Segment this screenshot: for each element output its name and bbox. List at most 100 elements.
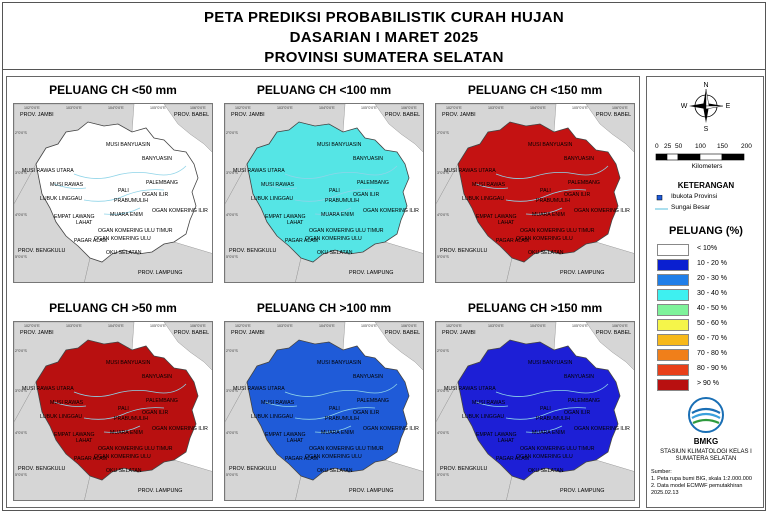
- legend-swatch: [657, 304, 689, 316]
- region-label: MUSI RAWAS: [261, 182, 295, 188]
- scale-bar-graphic: [655, 153, 745, 161]
- region-label: PAGAR ALAM: [496, 238, 529, 244]
- sumber-1: 1. Peta rupa bumi BIG, skala 1:2.000.000: [651, 476, 752, 482]
- compass-e: E: [726, 103, 731, 110]
- coord-longitude: 104°0'0"E: [319, 106, 335, 110]
- river: [475, 401, 509, 407]
- keterangan-ibukota: Ibukota Provinsi: [655, 193, 763, 203]
- peluang-title: PELUANG (%): [669, 225, 743, 237]
- region-label: PROV. BABEL: [385, 330, 420, 336]
- region-label: LUBUK LINGGAU: [40, 196, 82, 202]
- coord-longitude: 105°0'0"E: [150, 106, 166, 110]
- legend-swatch: [657, 319, 689, 331]
- region-label: OGAN ILIR: [142, 192, 168, 198]
- region-label: PROV. BABEL: [174, 330, 209, 336]
- region-label: BANYUASIN: [142, 156, 172, 162]
- coord-latitude: 3°0'0"S: [15, 389, 27, 393]
- legend-swatch: [657, 274, 689, 286]
- legend-label: > 90 %: [697, 380, 719, 387]
- keterangan-title: KETERANGAN: [677, 181, 735, 190]
- coord-longitude: 103°0'0"E: [488, 324, 504, 328]
- region-label: MUSI RAWAS UTARA: [22, 386, 74, 392]
- coord-longitude: 106°0'0"E: [612, 324, 628, 328]
- region-label: LUBUK LINGGAU: [40, 414, 82, 420]
- river: [314, 207, 352, 215]
- region-label: PALI: [540, 188, 551, 194]
- region-label: PROV. JAMBI: [20, 330, 54, 336]
- region-label: OKU SELATAN: [528, 250, 564, 256]
- region-label: PROV. LAMPUNG: [349, 488, 393, 494]
- coord-longitude: 104°0'0"E: [319, 324, 335, 328]
- region-label: MUSI RAWAS UTARA: [233, 168, 285, 174]
- coord-longitude: 105°0'0"E: [361, 106, 377, 110]
- region-label: BANYUASIN: [353, 374, 383, 380]
- coord-longitude: 106°0'0"E: [401, 324, 417, 328]
- region-label: BANYUASIN: [353, 156, 383, 162]
- region-label: PAGAR ALAM: [496, 456, 529, 462]
- coord-longitude: 103°0'0"E: [277, 106, 293, 110]
- legend-swatch: [657, 334, 689, 346]
- panel-ch-gt-100: PELUANG CH >100 mm 102°0'0"E 103°0'0"E 104…: [220, 297, 428, 505]
- region-label: OKU SELATAN: [317, 468, 353, 474]
- coord-longitude: 102°0'0"E: [24, 324, 40, 328]
- compass-w: W: [681, 103, 688, 110]
- region-label: PROV. BENGKULU: [18, 248, 66, 254]
- title-line-2: DASARIAN I MARET 2025: [289, 29, 479, 46]
- panel-map: 102°0'0"E 103°0'0"E 104°0'0"E 105°0'0"E 106°…: [224, 321, 424, 501]
- compass-s: S: [704, 126, 709, 131]
- province-map: 102°0'0"E 103°0'0"E 104°0'0"E 105°0'0"E 106°…: [436, 322, 634, 500]
- region-label: OKU SELATAN: [106, 250, 142, 256]
- region-label: PALI: [118, 188, 129, 194]
- region-label: MUSI BANYUASIN: [528, 360, 573, 366]
- panel-ch-gt-50: PELUANG CH >50 mm 102°0'0"E 103°0'0"E 104°…: [9, 297, 217, 505]
- region-label: PROV. JAMBI: [231, 112, 265, 118]
- region-label: LAHAT: [498, 220, 515, 226]
- region-label: PRABUMULIH: [114, 416, 148, 422]
- river: [314, 425, 352, 433]
- river: [294, 407, 376, 420]
- coord-latitude: 2°0'0"S: [15, 349, 27, 353]
- panel-title: PELUANG CH >50 mm: [49, 301, 177, 315]
- region-label: PAGAR ALAM: [285, 456, 318, 462]
- coord-latitude: 2°0'0"S: [226, 349, 238, 353]
- coord-latitude: 5°0'0"S: [15, 473, 27, 477]
- region-label: PRABUMULIH: [325, 198, 359, 204]
- river: [505, 407, 587, 420]
- keterangan-sungai-label: Sungai Besar: [671, 204, 711, 211]
- region-label: EMPAT LAWANG: [265, 432, 306, 438]
- coord-longitude: 104°0'0"E: [108, 324, 124, 328]
- region-label: PALEMBANG: [146, 180, 178, 186]
- coord-latitude: 4°0'0"S: [437, 431, 449, 435]
- neighbor-babel: [374, 104, 423, 153]
- station-line-2: SUMATERA SELATAN: [675, 456, 737, 462]
- region-label: PROV. JAMBI: [20, 112, 54, 118]
- coord-longitude: 102°0'0"E: [446, 106, 462, 110]
- keterangan-ibukota-label: Ibukota Provinsi: [671, 193, 718, 200]
- coord-latitude: 2°0'0"S: [437, 131, 449, 135]
- north-arrow-icon: N E S W: [681, 82, 731, 131]
- coord-latitude: 3°0'0"S: [437, 171, 449, 175]
- neighbor-babel: [585, 322, 634, 371]
- scale-tick: 0: [655, 143, 659, 150]
- panel-ch-lt-50: PELUANG CH <50 mm 102°0'0"E 103°0'0"E 104°…: [9, 79, 217, 287]
- panel-map: 102°0'0"E 103°0'0"E 104°0'0"E 105°0'0"E 106°…: [224, 103, 424, 283]
- region-label: BANYUASIN: [142, 374, 172, 380]
- region-label: PROV. JAMBI: [231, 330, 265, 336]
- province-map: 102°0'0"E 103°0'0"E 104°0'0"E 105°0'0"E 106°…: [225, 104, 423, 282]
- province-map: 102°0'0"E 103°0'0"E 104°0'0"E 105°0'0"E 106°…: [14, 104, 212, 282]
- region-label: LUBUK LINGGAU: [462, 196, 504, 202]
- region-label: LAHAT: [76, 220, 93, 226]
- title-line-1: PETA PREDIKSI PROBABILISTIK CURAH HUJAN: [203, 9, 565, 26]
- legend-row: 70 - 80 %: [657, 348, 761, 363]
- legend-label: 50 - 60 %: [697, 320, 727, 327]
- panel-ch-gt-150: PELUANG CH >150 mm 102°0'0"E 103°0'0"E 104…: [431, 297, 639, 505]
- coord-longitude: 105°0'0"E: [572, 324, 588, 328]
- coord-latitude: 3°0'0"S: [437, 389, 449, 393]
- region-label: MUSI BANYUASIN: [528, 142, 573, 148]
- region-label: PRABUMULIH: [114, 198, 148, 204]
- province-fill: [457, 121, 621, 263]
- river: [83, 407, 165, 420]
- coord-longitude: 103°0'0"E: [277, 324, 293, 328]
- legend-swatch: [657, 364, 689, 376]
- legend-swatch: [657, 244, 689, 256]
